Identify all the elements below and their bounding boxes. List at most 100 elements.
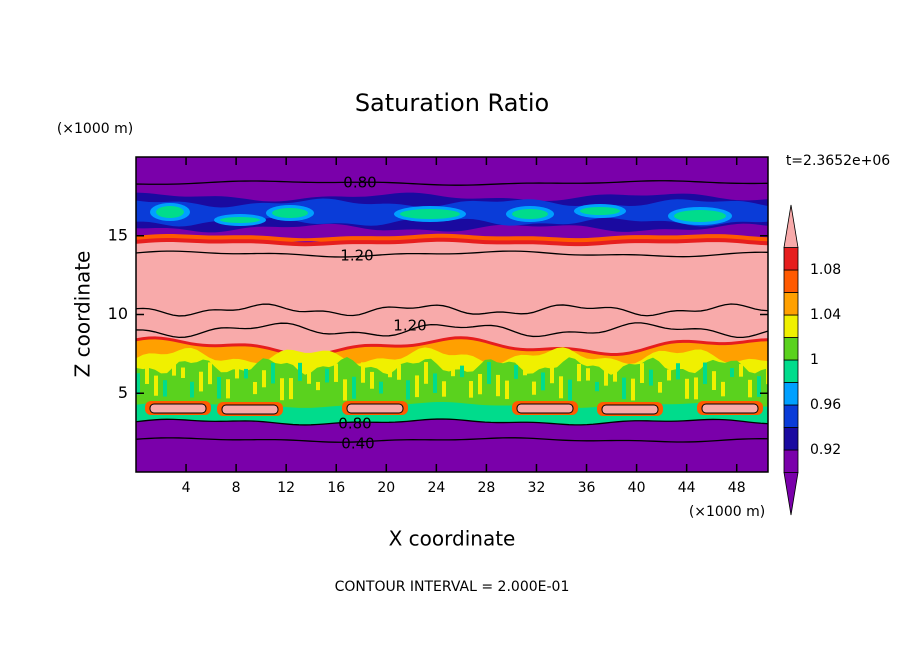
contour-fill [541, 372, 545, 391]
contour-fill [649, 369, 653, 386]
x-tick-label: 32 [528, 480, 546, 496]
contour-fill [487, 362, 491, 384]
contour-fill [271, 362, 275, 384]
colorbar-tick-label: 0.92 [810, 442, 841, 458]
contour-fill [622, 377, 626, 400]
contour-fill [346, 403, 404, 414]
contour-fill [532, 381, 536, 395]
x-tick-label: 12 [277, 480, 295, 496]
contour-label: 0.40 [341, 435, 374, 453]
contour-line [136, 322, 768, 339]
contour-fill [674, 210, 726, 222]
contour-fill [289, 378, 293, 400]
contour-fill [478, 373, 482, 395]
colorbar-segment [783, 269, 799, 293]
contour-fill [721, 381, 725, 397]
x-tick-label: 36 [578, 480, 596, 496]
contour-fill [550, 362, 554, 384]
colorbar-segment [783, 449, 799, 473]
contour-fill [595, 381, 599, 392]
contour-fill [172, 364, 176, 376]
x-axis-label: X coordinate [389, 527, 516, 551]
contour-line [136, 250, 768, 258]
contour-fill [298, 362, 302, 381]
contour-fill [208, 362, 212, 385]
colorbar-segment [783, 337, 799, 361]
contour-line [136, 180, 768, 186]
contour-fill [190, 381, 194, 398]
contour-fill [701, 403, 759, 414]
contour-fill [766, 362, 768, 385]
contour-fill [361, 362, 365, 383]
contour-fill [343, 379, 347, 401]
x-tick-label: 8 [232, 480, 241, 496]
contour-fill [433, 373, 437, 393]
y-tick-label: 10 [108, 304, 128, 323]
contour-line [136, 418, 768, 426]
contour-fill [149, 403, 207, 414]
contour-fill [272, 208, 308, 218]
contour-fill [136, 373, 140, 395]
contour-fill [613, 362, 617, 382]
x-tick-label: 16 [327, 480, 345, 496]
colorbar-tick-label: 0.96 [810, 397, 841, 413]
contour-fill [694, 377, 698, 400]
contour-fill [145, 362, 149, 384]
contour-fill [181, 367, 185, 378]
contour-fill [397, 364, 401, 380]
contour-fill [280, 378, 284, 401]
contour-fill [604, 370, 608, 386]
contour-fill [235, 363, 239, 379]
contour-fill [406, 380, 410, 400]
contour-fill [307, 370, 311, 384]
contour-fill [676, 363, 680, 380]
contour-fill [460, 365, 464, 378]
colorbar-tick-label: 1 [810, 352, 819, 368]
contour-fill [730, 368, 734, 378]
contour-fill [136, 419, 768, 472]
footer: CONTOUR INTERVAL = 2.000E-01 [335, 579, 570, 595]
contour-fill [640, 363, 644, 383]
contour-fill [658, 381, 662, 393]
colorbar-segment [783, 314, 799, 338]
x-unit: (×1000 m) [689, 504, 765, 520]
contour-fill [568, 379, 572, 401]
contour-fill [424, 362, 428, 384]
x-tick-label: 40 [628, 480, 646, 496]
contour-fill [388, 367, 392, 378]
colorbar-segment [783, 404, 799, 428]
contour-fill [496, 374, 500, 397]
colorbar-segment [783, 427, 799, 451]
colorbar-tick-label: 1.04 [810, 307, 841, 323]
y-tick-label: 15 [108, 225, 128, 244]
contour-fill [559, 376, 563, 399]
contour-fill [352, 376, 356, 399]
contour-line [136, 303, 768, 317]
contour-fill [469, 381, 473, 398]
contour-fill [451, 366, 455, 377]
contour-fill [577, 363, 581, 382]
contour-fill [253, 381, 257, 395]
y-axis-label: Z coordinate [71, 251, 95, 378]
contour-fill [739, 364, 743, 377]
contour-fill [685, 378, 689, 399]
contour-fill [370, 371, 374, 389]
contour-fill [757, 376, 761, 397]
colorbar-extend-high [783, 204, 799, 248]
contour-fill [163, 380, 167, 397]
contour-fill [505, 380, 509, 400]
contour-fill [325, 368, 329, 383]
contour-fill [586, 368, 590, 381]
colorbar-segment [783, 359, 799, 383]
y-tick-label: 5 [118, 383, 128, 402]
contour-fill [523, 366, 527, 376]
contour-fill [199, 371, 203, 392]
contour-fill [379, 381, 383, 394]
contour-fill [748, 379, 752, 398]
contour-fill [667, 369, 671, 381]
contour-fill [217, 376, 221, 399]
x-tick-label: 28 [478, 480, 496, 496]
x-tick-label: 20 [377, 480, 395, 496]
contour-fill [244, 368, 248, 379]
